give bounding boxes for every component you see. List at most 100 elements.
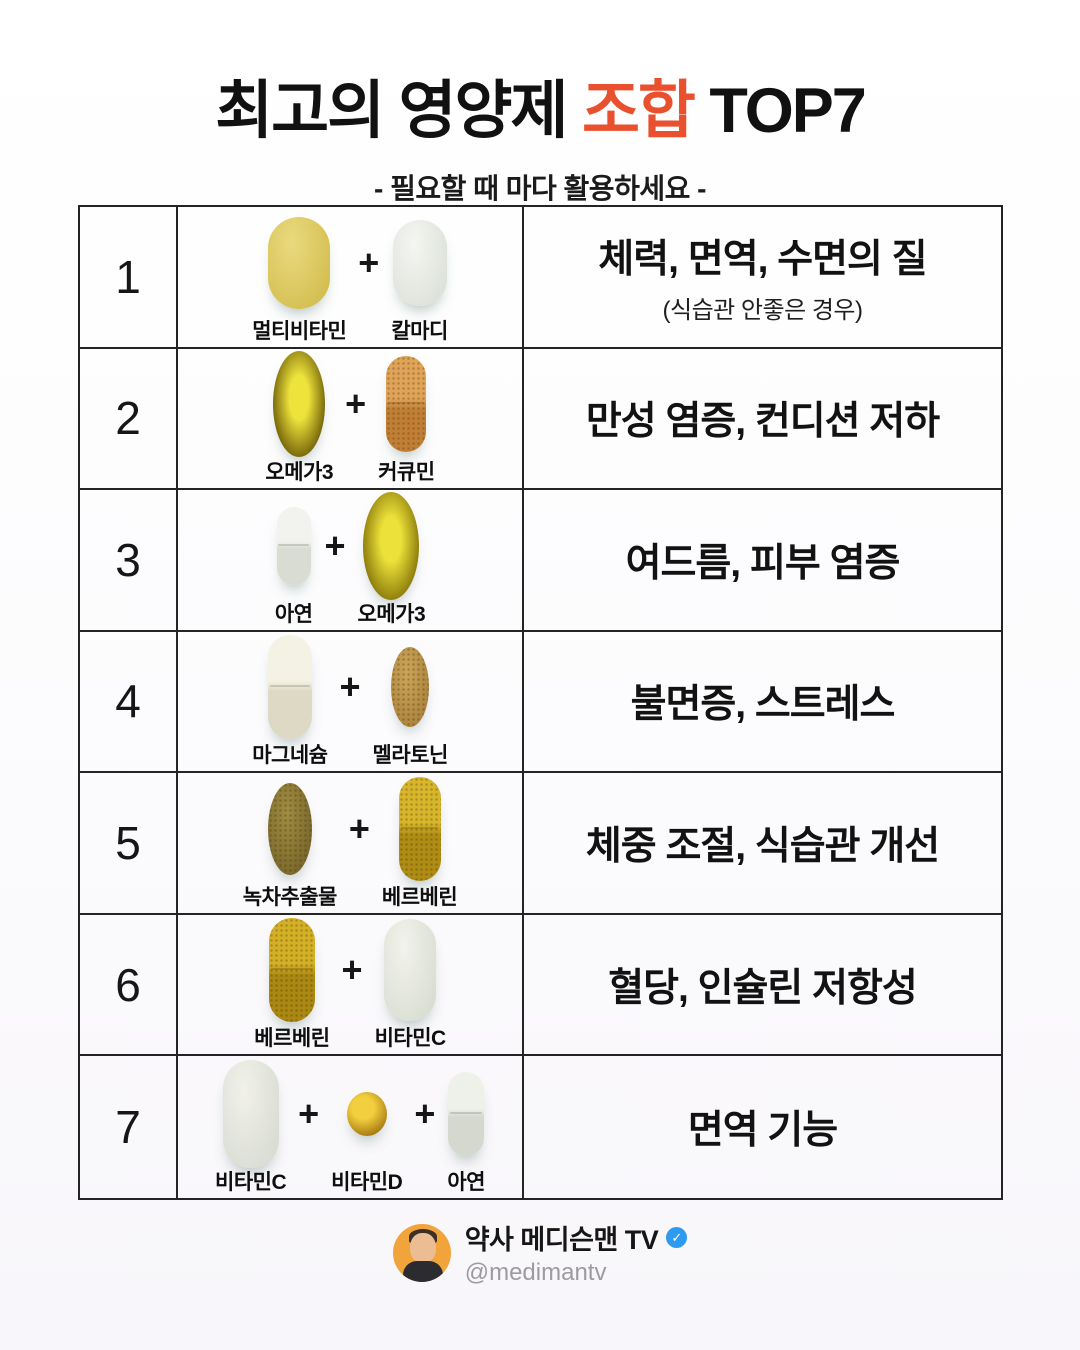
plus-icon: + [345,383,367,425]
creator-avatar [392,1223,451,1282]
pill-combination: 멀티비타민 + 칼마디 [178,207,524,347]
avatar-torso [402,1260,443,1282]
effect-title: 여드름, 피부 염증 [625,541,901,585]
pill-label: 베르베린 [254,1027,330,1051]
creator-name: 약사 메디슨맨 TV [464,1225,659,1255]
effect-title: 불면증, 스트레스 [630,683,896,727]
avatar-face [409,1232,436,1263]
creator-handle: @medimantv [464,1259,607,1286]
pill-tablet-image [268,216,331,309]
title-suffix: TOP7 [693,76,866,146]
pill-oval-grainy-image [267,782,312,875]
pill-softgel-image [363,491,420,600]
pill-label: 칼마디 [391,319,448,343]
pill-round-image [346,1091,387,1136]
pill-combination: 오메가3 + 커큐민 [178,348,524,489]
table-row: 5 녹차추출물 + 베르베린 체중 조절, 식습관 개선 [80,773,1001,915]
pill-group: 오메가3 [357,491,426,630]
page-title: 최고의 영양제 조합 TOP7 [0,60,1080,151]
pill-label: 비타민C [374,1027,447,1051]
combo-table: 1 멀티비타민 + 칼마디 체력, 면역, 수면의 질 (식습관 안좋은 경우) 2… [78,205,1003,1200]
creator-card[interactable]: 약사 메디슨맨 TV ✓ @medimantv [392,1218,688,1287]
pill-group: 마그네슘 [252,633,328,771]
title-highlight: 조합 [581,76,696,146]
pill-combination: 베르베린 + 비타민C [178,914,524,1055]
title-prefix: 최고의 영양제 [215,76,582,146]
pill-oval-grainy-image [391,647,430,728]
plus-icon: + [348,807,370,849]
pill-label: 오메가3 [265,461,334,485]
row-number: 5 [80,773,178,913]
pill-label: 베르베린 [381,885,458,909]
pill-label: 오메가3 [357,602,426,626]
pill-group: 비타민C [215,1059,287,1198]
creator-text: 약사 메디슨맨 TV ✓ @medimantv [465,1218,688,1287]
row-number: 1 [80,207,178,347]
effect-title: 면역 기능 [687,1109,838,1153]
effect-cell: 불면증, 스트레스 [524,632,1001,772]
pill-group: 커큐민 [378,350,435,488]
pill-label: 아연 [447,1170,485,1194]
row-number: 6 [80,914,178,1055]
plus-icon: + [324,524,346,566]
row-number: 3 [80,490,178,630]
pill-label: 커큐민 [378,461,435,485]
effect-title: 혈당, 인슐린 저항성 [608,966,918,1010]
pill-group: 멀티비타민 [252,209,347,347]
plus-icon: + [298,1092,320,1134]
effect-cell: 체중 조절, 식습관 개선 [524,773,1001,913]
pill-group: 오메가3 [265,350,334,488]
table-row: 4 마그네슘 + 멜라토닌 불면증, 스트레스 [80,631,1001,774]
pill-label: 녹차추출물 [242,885,338,909]
pill-tablet-image [384,919,437,1022]
pill-group: 베르베린 [381,775,458,913]
effect-cell: 체력, 면역, 수면의 질 (식습관 안좋은 경우) [524,207,1001,347]
pill-group: 칼마디 [391,209,448,347]
pill-tablet-image [392,219,447,306]
pill-capsule-image [276,506,311,585]
pill-group: 멜라토닌 [373,633,448,771]
row-number: 7 [80,1056,178,1198]
effect-title: 만성 염증, 컨디션 저하 [585,400,940,444]
pill-group: 비타민C [375,916,446,1054]
plus-icon: + [414,1092,436,1134]
pill-group: 아연 [447,1060,485,1198]
page-subtitle: - 필요할 때 마다 활용하세요 - [374,173,706,204]
table-row: 7 비타민C + 비타민D + 아연 면역 기능 [80,1056,1001,1198]
table-row: 2 오메가3 + 커큐민 만성 염증, 컨디션 저하 [80,348,1001,491]
effect-cell: 면역 기능 [524,1056,1001,1198]
pill-tablet-image [222,1059,279,1168]
verified-badge-icon: ✓ [666,1227,688,1248]
pill-label: 비타민C [215,1170,287,1194]
pill-group: 베르베린 [254,916,330,1054]
pill-label: 비타민D [331,1170,403,1194]
row-number: 2 [80,348,178,489]
pill-capsule-grainy-image [398,776,441,881]
footer: 약사 메디슨맨 TV ✓ @medimantv [0,1218,1080,1287]
pill-capsule-image [448,1071,485,1156]
plus-icon: + [358,241,380,283]
pill-combination: 녹차추출물 + 베르베린 [178,773,524,913]
plus-icon: + [339,666,361,708]
effect-cell: 만성 염증, 컨디션 저하 [524,349,1001,489]
effect-cell: 여드름, 피부 염증 [524,490,1001,630]
effect-title: 체중 조절, 식습관 개선 [585,825,940,869]
pill-label: 멀티비타민 [252,319,347,343]
pill-combination: 비타민C + 비타민D + 아연 [178,1056,524,1198]
effect-title: 체력, 면역, 수면의 질 [598,238,927,282]
pill-label: 아연 [274,602,313,626]
effect-note: (식습관 안좋은 경우) [662,297,863,325]
pill-group: 비타민D [331,1060,403,1198]
row-number: 4 [80,631,178,772]
pill-softgel-image [273,351,326,458]
pill-label: 멜라토닌 [372,744,449,768]
table-row: 1 멀티비타민 + 칼마디 체력, 면역, 수면의 질 (식습관 안좋은 경우) [80,207,1001,349]
header: 최고의 영양제 조합 TOP7 - 필요할 때 마다 활용하세요 - [0,60,1080,207]
pill-group: 녹차추출물 [243,775,337,913]
pill-group: 아연 [275,492,313,630]
pill-combination: 아연 + 오메가3 [178,490,524,630]
table-row: 3 아연 + 오메가3 여드름, 피부 염증 [80,490,1001,632]
pill-combination: 마그네슘 + 멜라토닌 [178,631,524,772]
table-row: 6 베르베린 + 비타민C 혈당, 인슐린 저항성 [80,914,1001,1057]
pill-label: 마그네슘 [252,744,328,768]
